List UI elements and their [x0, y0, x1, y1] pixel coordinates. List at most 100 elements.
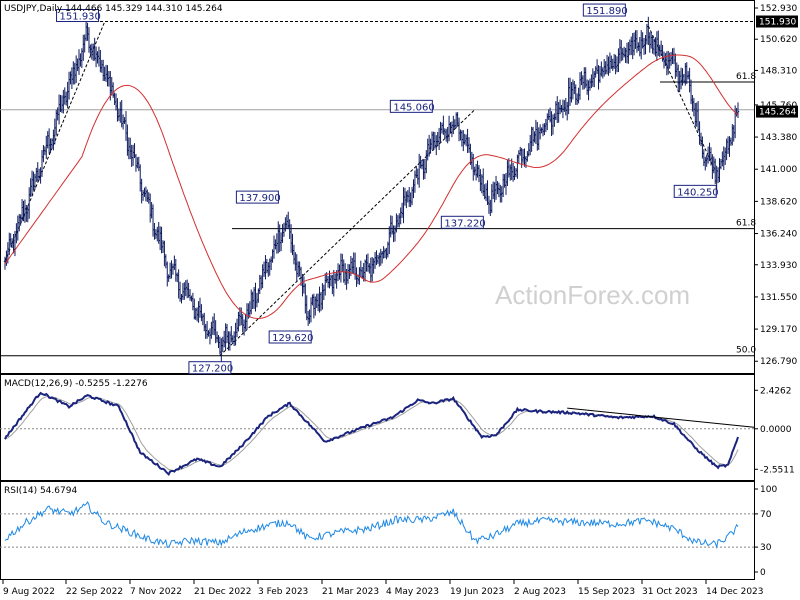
rsi-tick-label: 100 — [760, 485, 777, 495]
price-bar — [211, 316, 215, 335]
price-tick-label: 152.930 — [760, 4, 797, 14]
price-bar — [644, 35, 647, 55]
price-bar — [67, 71, 71, 100]
price-bar — [722, 146, 725, 171]
price-bar — [460, 130, 464, 147]
pivot-label: 129.620 — [268, 330, 314, 344]
price-bar — [484, 183, 488, 202]
price-bar — [311, 294, 314, 306]
price-bar — [537, 127, 540, 150]
price-bar — [163, 240, 166, 267]
price-bar — [540, 127, 543, 134]
macd-panel-frame — [0, 374, 755, 481]
price-bar — [237, 311, 240, 332]
price-bar — [712, 156, 716, 174]
price-bar — [177, 269, 180, 299]
price-bar — [369, 257, 372, 283]
pivot-label-text: 137.900 — [239, 193, 280, 204]
price-bar — [29, 178, 32, 197]
price-bar — [69, 71, 72, 85]
price-bar — [731, 124, 734, 146]
price-bar — [705, 154, 708, 167]
x-tick-label: 21 Mar 2023 — [322, 587, 379, 597]
x-tick-label: 15 Sep 2023 — [578, 587, 635, 597]
price-bar — [161, 240, 165, 253]
price-bar — [215, 331, 219, 343]
price-bar — [422, 159, 425, 180]
pivot-label-text: 145.060 — [393, 102, 434, 113]
price-bar — [351, 257, 354, 274]
price-bar — [736, 102, 740, 119]
pivot-label-box — [268, 330, 312, 344]
price-bar — [435, 135, 438, 156]
price-bar — [82, 34, 85, 61]
rsi-grid — [0, 513, 754, 548]
price-bar — [674, 53, 677, 79]
price-tick-label: 131.550 — [760, 293, 797, 303]
price-bar — [334, 273, 337, 284]
price-bar — [450, 121, 454, 138]
price-bar — [716, 167, 720, 184]
price-bar — [547, 109, 550, 121]
price-bar — [378, 252, 381, 267]
price-bar — [134, 153, 138, 172]
price-bar — [376, 254, 380, 264]
price-bar — [222, 330, 226, 348]
price-bar — [40, 150, 44, 177]
price-bar — [287, 211, 290, 230]
price-bar — [667, 50, 670, 75]
price-bar — [452, 115, 455, 135]
price-bar — [63, 87, 66, 105]
price-bar — [732, 124, 735, 142]
price-bar — [127, 137, 131, 160]
price-bar — [203, 312, 206, 332]
price-bar — [254, 282, 257, 312]
price-bar — [117, 108, 121, 121]
price-bar — [353, 252, 357, 280]
price-bar — [46, 131, 49, 149]
price-bar — [594, 66, 597, 78]
price-bar — [476, 160, 479, 178]
price-bar — [297, 261, 300, 278]
price-bar — [466, 128, 469, 153]
price-bar — [491, 181, 495, 200]
price-bar — [627, 42, 630, 64]
price-bar — [379, 248, 382, 266]
price-bar — [96, 51, 99, 64]
price-bar — [494, 175, 498, 200]
price-bar — [497, 182, 501, 198]
price-bar — [201, 313, 205, 326]
price-bar — [405, 191, 408, 209]
price-bar — [291, 233, 294, 256]
price-bar — [198, 297, 202, 318]
price-bar — [622, 46, 626, 58]
price-bar — [585, 79, 589, 95]
price-bar — [620, 40, 623, 62]
price-bar — [459, 129, 462, 141]
price-bar — [204, 323, 207, 339]
price-bar — [269, 256, 273, 271]
price-bar — [457, 117, 461, 142]
price-bar — [74, 55, 78, 84]
price-bar — [706, 146, 710, 164]
price-bar — [158, 226, 162, 251]
price-bar — [564, 97, 567, 116]
price-bar — [18, 213, 21, 232]
rsi-tick-label: 30 — [760, 543, 772, 553]
price-bar — [568, 77, 572, 106]
pivot-label-box — [673, 184, 717, 198]
macd-signal-line — [4, 395, 739, 472]
price-bar — [496, 181, 499, 195]
price-bar — [191, 292, 195, 311]
price-bar — [248, 301, 252, 318]
price-bar — [714, 158, 717, 185]
price-bar — [651, 35, 654, 54]
price-bar — [671, 48, 674, 64]
price-bar — [519, 146, 522, 156]
rsi-line — [4, 501, 739, 550]
price-bar — [615, 56, 619, 73]
price-bar — [27, 187, 31, 219]
price-bar — [719, 158, 723, 170]
price-bar — [210, 321, 213, 339]
price-tick-label: 150.620 — [760, 35, 797, 45]
